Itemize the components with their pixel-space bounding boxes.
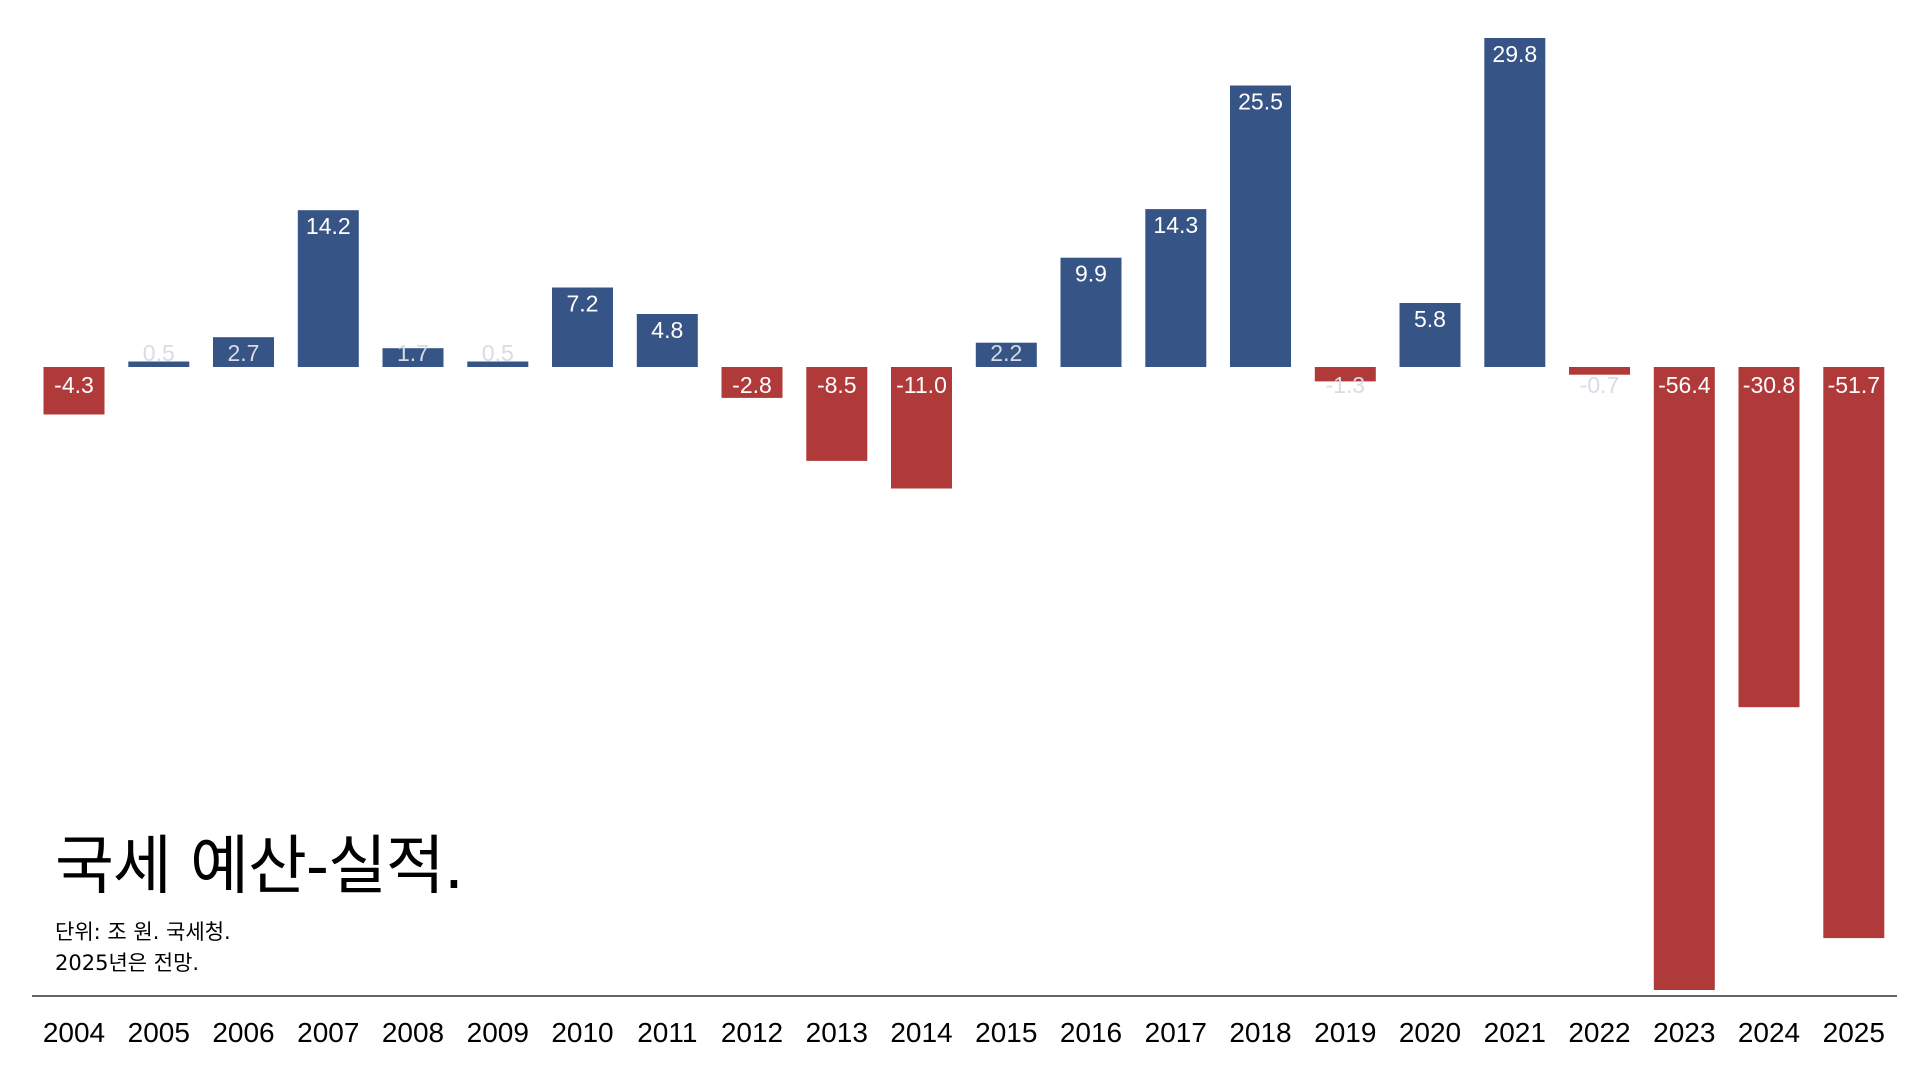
bar-value-label-2017: 14.3 xyxy=(1153,212,1198,238)
bar-value-label-2012: -2.8 xyxy=(732,372,772,398)
bar-2009 xyxy=(467,361,529,367)
bar-value-label-2022: -0.7 xyxy=(1580,372,1620,398)
x-tick-label-2009: 2009 xyxy=(467,1017,529,1048)
bar-2004 xyxy=(43,367,105,415)
bar-value-label-2007: 14.2 xyxy=(306,213,351,239)
bar-value-label-2006: 2.7 xyxy=(228,340,260,366)
x-tick-label-2022: 2022 xyxy=(1568,1017,1630,1048)
bar-value-label-2004: -4.3 xyxy=(54,372,94,398)
x-tick-label-2025: 2025 xyxy=(1823,1017,1885,1048)
bar-2021 xyxy=(1484,38,1546,367)
x-tick-label-2005: 2005 xyxy=(128,1017,190,1048)
bar-2022 xyxy=(1569,367,1630,375)
bar-2005 xyxy=(128,361,190,367)
x-tick-label-2011: 2011 xyxy=(637,1017,697,1048)
x-tick-label-2015: 2015 xyxy=(975,1017,1037,1048)
bar-2018 xyxy=(1230,85,1291,367)
bar-2013 xyxy=(806,367,868,461)
bar-value-label-2016: 9.9 xyxy=(1075,261,1107,287)
bar-2007 xyxy=(297,210,359,367)
bar-value-label-2009: 0.5 xyxy=(482,340,514,366)
x-tick-label-2004: 2004 xyxy=(43,1017,105,1048)
bar-value-label-2008: 1.7 xyxy=(397,340,429,366)
x-tick-label-2013: 2013 xyxy=(806,1017,868,1048)
x-tick-label-2014: 2014 xyxy=(890,1017,952,1048)
bar-value-label-2025: -51.7 xyxy=(1828,372,1880,398)
bar-value-label-2024: -30.8 xyxy=(1743,372,1795,398)
bar-2019 xyxy=(1314,367,1376,382)
bar-value-label-2013: -8.5 xyxy=(817,372,857,398)
x-tick-label-2007: 2007 xyxy=(297,1017,359,1048)
bar-value-label-2019: -1.3 xyxy=(1325,372,1365,398)
bar-2017 xyxy=(1145,209,1207,367)
x-tick-label-2023: 2023 xyxy=(1653,1017,1715,1048)
bar-2024 xyxy=(1738,367,1800,708)
x-tick-label-2008: 2008 xyxy=(382,1017,444,1048)
bar-2025 xyxy=(1823,367,1885,939)
bar-value-label-2005: 0.5 xyxy=(143,340,175,366)
chart-note-unit-source: 단위: 조 원. 국세청. xyxy=(55,920,231,944)
x-tick-label-2010: 2010 xyxy=(551,1017,613,1048)
x-tick-label-2006: 2006 xyxy=(212,1017,274,1048)
chart-note-forecast: 2025년은 전망. xyxy=(55,951,200,975)
bar-value-label-2015: 2.2 xyxy=(990,340,1022,366)
bar-value-label-2021: 29.8 xyxy=(1492,41,1537,67)
x-tick-label-2012: 2012 xyxy=(721,1017,783,1048)
bar-value-label-2010: 7.2 xyxy=(567,291,599,317)
title-block: 국세 예산-실적. 단위: 조 원. 국세청. 2025년은 전망. xyxy=(55,830,464,979)
bar-2012 xyxy=(721,367,783,398)
bar-2016 xyxy=(1060,257,1122,367)
bar-2020 xyxy=(1399,303,1461,367)
bar-2008 xyxy=(382,348,444,367)
bar-labels-group: -4.3 0.5 2.7 14.2 1.7 0.5 7.2 4.8 -2.8 -8.5 -11.0 2… xyxy=(54,41,1880,398)
x-tick-label-2020: 2020 xyxy=(1399,1017,1461,1048)
bar-value-label-2023: -56.4 xyxy=(1658,372,1711,398)
x-tick-labels-group: 2004 2005 2006 2007 2008 2009 2010 2011 2012 2013… xyxy=(43,1017,1885,1048)
bars-group xyxy=(43,38,1885,990)
bar-value-label-2020: 5.8 xyxy=(1414,306,1446,332)
bar-2006 xyxy=(213,337,274,367)
bar-value-label-2011: 4.8 xyxy=(651,317,683,343)
bar-2010 xyxy=(552,287,613,367)
x-tick-label-2017: 2017 xyxy=(1145,1017,1207,1048)
bar-2015 xyxy=(975,342,1037,367)
x-tick-label-2019: 2019 xyxy=(1314,1017,1376,1048)
bar-value-label-2018: 25.5 xyxy=(1238,89,1283,115)
x-tick-label-2021: 2021 xyxy=(1484,1017,1546,1048)
bar-2023 xyxy=(1653,367,1715,990)
bar-2014 xyxy=(891,367,952,489)
chart-title: 국세 예산-실적. xyxy=(55,830,464,904)
bar-value-label-2014: -11.0 xyxy=(896,372,947,398)
bar-2011 xyxy=(636,314,698,367)
x-tick-label-2018: 2018 xyxy=(1229,1017,1291,1048)
x-tick-label-2024: 2024 xyxy=(1738,1017,1800,1048)
x-tick-label-2016: 2016 xyxy=(1060,1017,1122,1048)
